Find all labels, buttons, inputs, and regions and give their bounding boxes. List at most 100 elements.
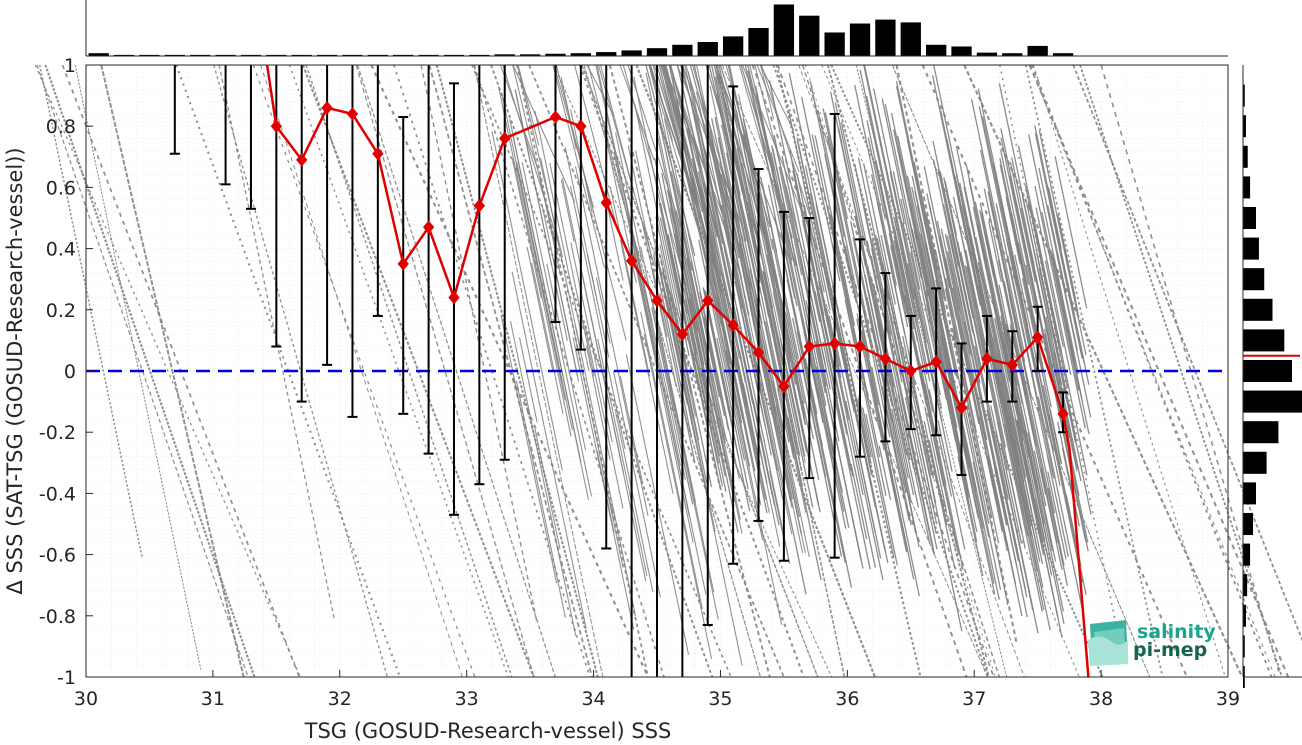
scatter-streak — [921, 64, 1188, 678]
scatter-streak — [952, 196, 978, 309]
scatter-streak — [356, 64, 556, 678]
scatter-streak — [1014, 254, 1058, 456]
scatter-streak — [685, 64, 762, 319]
scatter-streak — [746, 201, 801, 456]
mean-marker — [448, 290, 460, 305]
scatter-streak — [667, 372, 715, 593]
scatter-streak — [890, 413, 917, 533]
scatter-streak — [804, 358, 818, 415]
right-histogram-bar — [1243, 206, 1256, 230]
scatter-streak — [974, 345, 1027, 590]
y-axis-label: Δ SSS (SAT-TSG (GOSUD-Research-vessel)) — [3, 147, 27, 594]
scatter-streak — [822, 108, 874, 350]
scatter-streak — [772, 292, 808, 453]
scatter-streak — [788, 111, 831, 311]
scatter-streak — [595, 64, 672, 410]
y-tick-labels: -1 -0.8 -0.6 -0.4 -0.2 0 0.2 0.4 0.6 0.8 1 — [39, 55, 93, 689]
top-histogram-bar — [164, 54, 185, 56]
y-tick-label: -0.4 — [39, 483, 76, 505]
scatter-streak — [770, 152, 817, 367]
y-tick-label: 0.6 — [46, 177, 76, 199]
mean-marker — [803, 339, 815, 354]
top-histogram-bar — [139, 54, 160, 56]
scatter-streak — [964, 265, 1003, 442]
scatter-streak — [587, 64, 643, 275]
scatter-streak — [518, 337, 538, 423]
scatter-streak — [827, 210, 881, 458]
scatter-streak — [807, 340, 845, 512]
scatter-streak — [829, 91, 885, 351]
scatter-streak — [919, 363, 964, 570]
scatter-streak — [873, 88, 928, 343]
top-histogram-bar — [621, 50, 642, 56]
scatter-streak — [740, 64, 793, 239]
top-histogram-bar — [88, 53, 109, 56]
scatter-streak — [1034, 226, 1054, 314]
scatter-streak — [1056, 254, 1078, 351]
top-histogram-bar — [342, 54, 363, 56]
y-tick-label: -0.2 — [39, 422, 76, 444]
scatter-streak — [771, 238, 815, 440]
scatter-streak — [905, 448, 920, 508]
scatter-streak — [854, 84, 897, 286]
scatter-streak — [1034, 498, 1053, 576]
scatter-streak — [500, 64, 539, 170]
scatter-streak — [987, 349, 1043, 612]
scatter-streak — [586, 64, 615, 117]
scatter-streak — [736, 148, 755, 227]
scatter-streak — [999, 149, 1030, 285]
scatter-streak — [1033, 450, 1047, 506]
scatter-streak — [785, 369, 806, 463]
scatter-streak — [822, 341, 871, 570]
scatter-streak — [665, 152, 715, 382]
top-histogram-bar — [646, 48, 668, 56]
top-histogram-bar — [1027, 45, 1048, 56]
scatter-streak — [541, 205, 578, 376]
salinity-pimep-logo: salinity pi-mep — [1088, 620, 1216, 666]
mean-marker — [625, 254, 638, 268]
scatter-streak — [923, 166, 951, 289]
scatter-streak — [1034, 133, 1083, 359]
mean-marker — [296, 153, 308, 167]
scatter-streak — [1046, 185, 1060, 241]
top-histogram-bar — [799, 15, 820, 56]
scatter-streak — [714, 76, 741, 196]
scatter-streak — [515, 165, 566, 401]
top-histogram-bar — [773, 4, 795, 57]
scatter-streak — [783, 405, 807, 514]
scatter-streak — [681, 345, 713, 487]
scatter-streak — [816, 293, 848, 435]
scatter-streak — [926, 193, 954, 318]
scatter-streak — [784, 312, 806, 404]
scatter-streak — [659, 244, 696, 417]
scatter-streak — [769, 470, 786, 544]
scatter-streak — [728, 195, 804, 554]
scatter-streak — [893, 129, 918, 241]
scatter-streak — [716, 64, 790, 327]
scatter-streak — [733, 369, 756, 472]
scatter-streak — [727, 180, 781, 431]
scatter-streak — [531, 262, 564, 414]
scatter-streak — [1005, 196, 1021, 265]
scatter-streak — [39, 64, 144, 559]
scatter-streak — [876, 237, 916, 419]
scatter-streak — [260, 64, 463, 678]
top-histogram-bar — [494, 54, 515, 56]
scatter-streak — [934, 248, 947, 299]
scatter-streak — [866, 120, 889, 224]
scatter-streak — [658, 202, 681, 305]
logo-line2: pi-mep — [1133, 639, 1207, 661]
scatter-streak — [634, 104, 685, 340]
scatter-streak — [957, 319, 1003, 533]
scatter-streak — [1005, 238, 1030, 348]
scatter-streak — [823, 381, 863, 562]
scatter-streak — [880, 235, 897, 305]
scatter-streak — [619, 239, 674, 494]
scatter-streak — [595, 277, 611, 344]
scatter-streak — [972, 461, 990, 538]
scatter-streak — [920, 248, 948, 373]
right-histogram-bar — [1243, 145, 1248, 168]
scatter-streak — [218, 64, 336, 621]
scatter-streak — [574, 166, 649, 516]
top-histogram-bar — [113, 54, 135, 56]
